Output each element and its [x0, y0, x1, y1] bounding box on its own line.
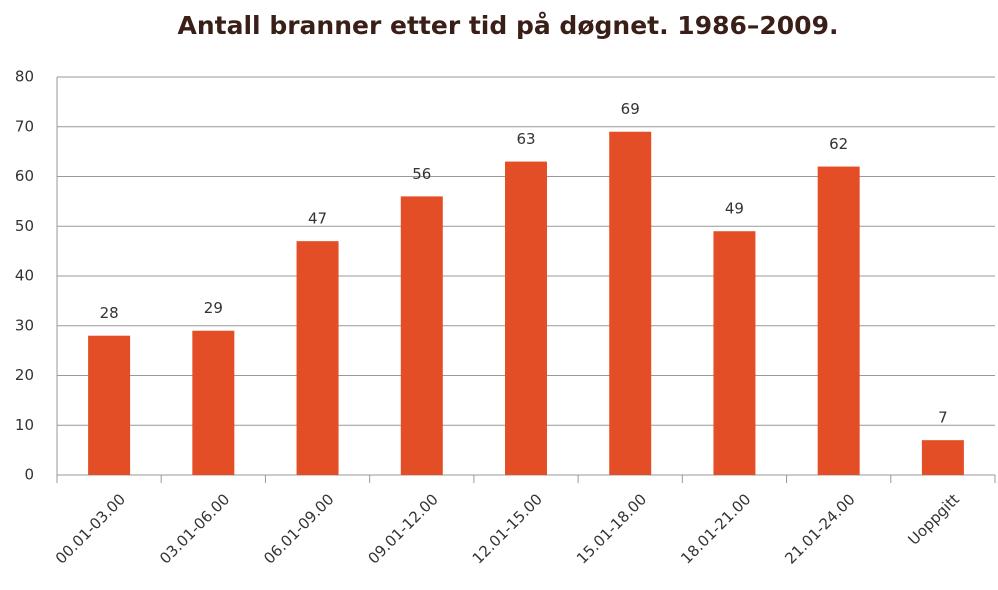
data-label: 47 [308, 210, 327, 228]
x-tick-label: 00.01-03.00 [52, 490, 129, 567]
bar [713, 231, 756, 475]
y-tick-label: 10 [15, 416, 34, 434]
y-tick-label: 30 [15, 316, 34, 334]
x-tick-label: 06.01-09.00 [260, 490, 337, 567]
bar [88, 335, 131, 475]
data-label: 28 [100, 304, 119, 322]
data-label: 49 [725, 200, 744, 218]
bar [192, 330, 235, 475]
data-label: 29 [204, 299, 223, 317]
x-tick-label: 21.01-24.00 [781, 490, 858, 567]
bar [817, 166, 860, 476]
y-tick-label: 80 [15, 68, 34, 86]
bar [505, 161, 547, 475]
x-tick-label: 09.01-12.00 [365, 490, 442, 567]
y-tick-label: 70 [15, 117, 34, 135]
bar [400, 196, 443, 475]
bar [921, 440, 964, 475]
x-tick-label: 15.01-18.00 [573, 490, 650, 567]
x-tick-label: 03.01-06.00 [156, 490, 233, 567]
chart-title: Antall branner etter tid på døgnet. 1986… [178, 11, 839, 40]
bar [296, 241, 339, 475]
y-tick-label: 0 [24, 466, 34, 484]
data-label: 56 [412, 165, 431, 183]
y-tick-label: 20 [15, 366, 34, 384]
data-label: 7 [938, 409, 948, 427]
x-tick-label: 12.01-15.00 [469, 490, 546, 567]
data-label: 63 [516, 130, 535, 148]
y-tick-label: 50 [15, 217, 34, 235]
y-tick-label: 60 [15, 167, 34, 185]
x-tick-label: 18.01-21.00 [677, 490, 754, 567]
bar [609, 131, 652, 475]
y-tick-label: 40 [15, 267, 34, 285]
data-label: 69 [621, 100, 640, 118]
data-label: 62 [829, 135, 848, 153]
x-tick-label: Uoppgitt [904, 490, 963, 549]
